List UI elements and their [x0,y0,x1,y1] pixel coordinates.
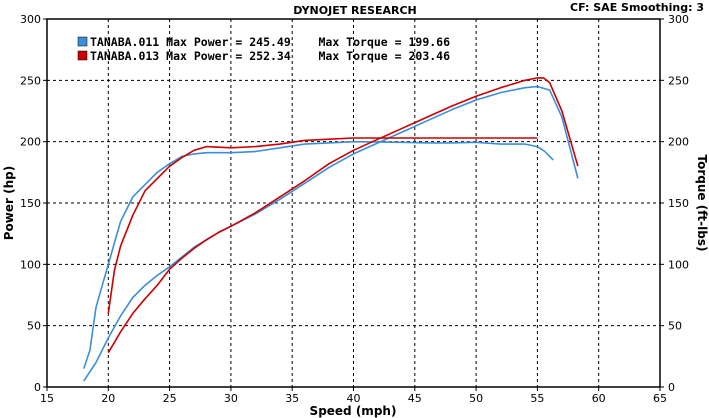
series-tanaba-013-torque [107,137,538,314]
chart-title: DYNOJET RESEARCH [293,4,416,17]
y-tick-label-left: 0 [34,381,41,394]
y-tick-label-left: 50 [27,320,41,333]
series-tanaba-013-power [107,77,579,354]
x-axis-title: Speed (mph) [310,404,397,418]
x-tick-label: 15 [40,392,54,405]
x-tick-label: 25 [163,392,177,405]
legend-entry-tanaba-011: TANABA.011 Max Power = 245.49 Max Torque… [90,35,450,49]
y-tick-label-left: 100 [20,258,41,271]
y-tick-label-right: 0 [668,381,675,394]
legend-entry-tanaba-013: TANABA.013 Max Power = 252.34 Max Torque… [90,49,450,63]
y-axis-right-title: Torque (ft-lbs) [695,155,709,252]
x-tick-label: 30 [224,392,238,405]
y-tick-label-right: 100 [668,258,689,271]
legend-swatch-tanaba-011 [77,36,88,47]
y-tick-label-left: 300 [20,13,41,26]
y-tick-label-left: 150 [20,197,41,210]
chart-settings: CF: SAE Smoothing: 3 [570,1,704,14]
x-tick-label: 35 [285,392,299,405]
x-tick-label: 60 [592,392,606,405]
x-tick-label: 20 [101,392,115,405]
x-tick-label: 55 [530,392,544,405]
legend: TANABA.011 Max Power = 245.49 Max Torque… [77,35,450,63]
y-tick-label-right: 150 [668,197,689,210]
y-tick-label-right: 300 [668,13,689,26]
y-tick-label-right: 50 [668,320,682,333]
y-tick-label-right: 200 [668,136,689,149]
x-tick-label: 40 [347,392,361,405]
y-tick-label-left: 200 [20,136,41,149]
y-tick-label-left: 250 [20,74,41,87]
x-tick-label: 50 [469,392,483,405]
x-tick-label: 45 [408,392,422,405]
legend-swatch-tanaba-013 [77,50,88,61]
series-tanaba-011-torque [83,140,554,369]
x-tick-label: 65 [653,392,667,405]
series-tanaba-011-power [83,85,579,382]
series-lines [83,77,579,382]
y-tick-label-right: 250 [668,74,689,87]
y-axis-left-title: Power (hp) [2,166,16,240]
